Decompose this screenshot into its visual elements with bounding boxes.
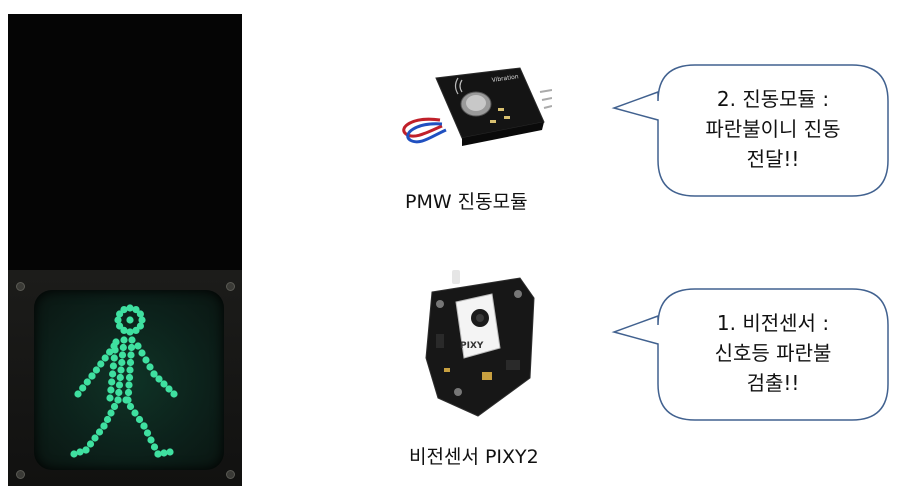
led-dot: [143, 429, 152, 437]
screw-icon: [226, 470, 235, 479]
led-dot: [154, 450, 162, 458]
led-dot: [108, 378, 116, 386]
led-dot: [132, 306, 140, 314]
led-dot: [106, 394, 114, 402]
led-dot: [100, 422, 108, 430]
bubble-line: 신호등 파란불: [714, 341, 832, 365]
screw-icon: [16, 470, 25, 479]
led-dot: [97, 360, 105, 368]
led-dot: [160, 380, 168, 388]
led-dot: [135, 415, 144, 424]
led-dot: [126, 366, 134, 374]
led-dot: [70, 450, 78, 458]
led-dot: [170, 390, 178, 398]
speech-bubble-vision: [611, 288, 889, 421]
led-dot: [116, 373, 124, 382]
led-dot: [92, 366, 100, 374]
led-dot: [79, 384, 87, 392]
led-dot: [125, 373, 134, 382]
led-dot: [127, 343, 136, 352]
speech-bubble-vibration: [611, 64, 889, 197]
led-dot: [132, 326, 140, 334]
led-dot: [165, 385, 173, 393]
led-dot: [117, 366, 125, 374]
led-dot: [91, 434, 99, 442]
pedestrian-traffic-light: [8, 14, 242, 486]
vision-sensor-caption: 비전센서 PIXY2: [409, 446, 539, 468]
led-dot: [95, 428, 104, 436]
led-dot: [126, 316, 134, 324]
led-dot: [110, 342, 118, 350]
led-dot: [155, 375, 163, 383]
led-dot: [150, 370, 158, 378]
led-dot: [124, 388, 133, 397]
led-dot: [109, 362, 117, 370]
led-dot: [128, 336, 136, 344]
led-dot: [119, 343, 127, 352]
led-dot: [126, 358, 135, 367]
led-dot: [136, 322, 144, 330]
bubble-line: 파란불이니 진동: [705, 117, 841, 141]
bubble-line: 2. 진동모듈 :: [716, 87, 830, 111]
led-dot: [146, 363, 154, 371]
led-dot: [127, 351, 135, 359]
led-dot: [110, 354, 118, 362]
bubble-line: 검출!!: [746, 371, 800, 395]
screw-icon: [226, 282, 235, 291]
led-dot: [138, 316, 146, 324]
bubble-line: 전달!!: [746, 147, 800, 171]
vibration-module-caption: PMW 진동모듈: [405, 191, 528, 213]
led-dot: [118, 351, 127, 359]
led-dot: [86, 440, 95, 448]
led-dot: [166, 448, 174, 456]
walking-person-icon: [70, 304, 178, 458]
led-dot: [160, 449, 168, 457]
led-dot: [150, 443, 159, 451]
led-dot: [140, 422, 148, 430]
led-dot: [115, 388, 123, 397]
led-dot: [136, 310, 144, 318]
led-dot: [125, 381, 133, 389]
led-dot: [110, 402, 119, 411]
led-dot: [82, 446, 90, 454]
led-dot: [120, 306, 128, 314]
led-dot: [147, 436, 155, 444]
led-dot: [118, 358, 126, 367]
vibration-module-image: Vibration: [392, 58, 553, 168]
led-dot: [116, 310, 124, 318]
led-dot: [114, 316, 122, 324]
led-dot: [83, 378, 91, 386]
led-dot: [126, 304, 134, 312]
led-dot: [134, 342, 142, 350]
led-dot: [103, 415, 112, 424]
led-dot: [131, 409, 139, 417]
led-dot: [106, 348, 114, 356]
led-dot: [126, 402, 135, 411]
led-dot: [116, 322, 124, 330]
led-dot: [88, 372, 96, 380]
bubble-text-vision: 1. 비전센서 : 신호등 파란불 검출!!: [662, 308, 884, 398]
led-dot: [120, 326, 128, 334]
led-dot: [109, 370, 117, 378]
led-dot: [115, 381, 124, 389]
sensor-board-label: PIXY: [460, 341, 484, 351]
led-dot: [120, 336, 128, 344]
signal-red-section: [8, 14, 242, 270]
led-dot: [107, 386, 115, 394]
led-dot: [114, 396, 122, 404]
screw-icon: [16, 282, 25, 291]
led-dot: [138, 349, 146, 357]
led-dot: [122, 396, 130, 404]
led-dot: [142, 356, 150, 364]
bubble-text-vibration: 2. 진동모듈 : 파란불이니 진동 전달!!: [662, 84, 884, 174]
led-dot: [126, 328, 134, 336]
bubble-line: 1. 비전센서 :: [716, 311, 830, 335]
module-board-label: Vibration: [491, 73, 519, 84]
led-dot: [76, 448, 84, 456]
vision-sensor-image: PIXY: [418, 268, 540, 418]
led-dot: [74, 390, 82, 398]
led-dot: [101, 354, 109, 362]
led-dot: [107, 409, 115, 417]
